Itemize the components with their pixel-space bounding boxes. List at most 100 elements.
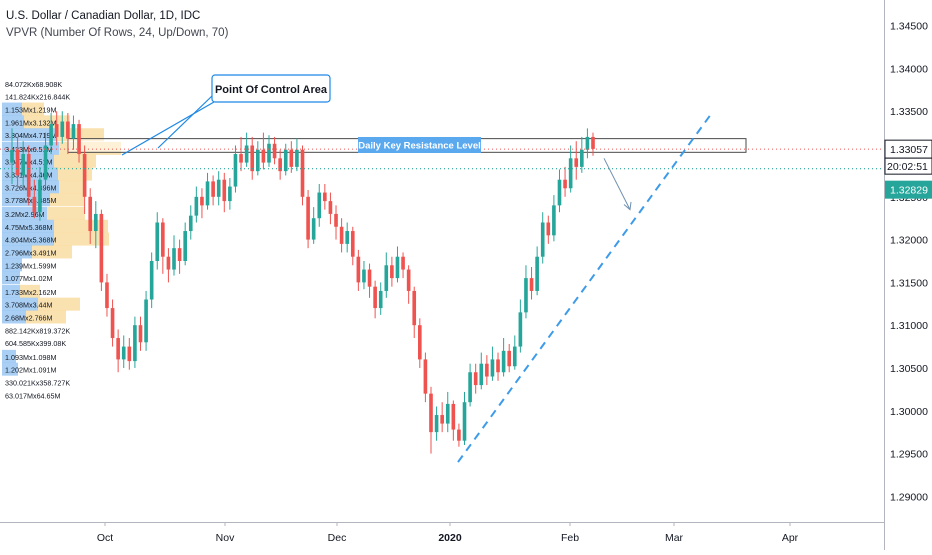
price-tick-label: 1.33500 <box>890 106 928 118</box>
candle-body <box>10 149 14 163</box>
candle-body <box>373 286 377 309</box>
candle-body <box>205 181 210 206</box>
candle-body <box>233 154 238 187</box>
vp-up-bar <box>2 284 20 298</box>
time-axis: Oct Nov Dec 2020 Feb Mar Apr <box>0 522 884 544</box>
candle-body <box>585 136 590 150</box>
vp-down-bar <box>32 245 72 259</box>
candle-body <box>183 231 187 261</box>
price-tick-label: 1.32000 <box>890 235 928 247</box>
vp-down-bar <box>38 297 80 311</box>
candle-body <box>384 265 389 291</box>
price-axis-bg <box>884 0 932 550</box>
candle-body <box>82 154 87 197</box>
candle-body <box>149 261 154 300</box>
candle-body <box>356 256 361 283</box>
vp-down-bar <box>58 167 92 181</box>
candle-body <box>21 154 25 176</box>
price-tick-label: 1.30000 <box>890 406 928 418</box>
candle-body <box>32 196 37 213</box>
candle-body <box>88 196 93 232</box>
vp-row-label: 84.072Kx68.908K <box>5 80 62 89</box>
candle-body <box>496 359 500 373</box>
candle-body <box>473 372 478 386</box>
candle-body <box>378 290 383 309</box>
vp-up-bar <box>2 115 24 129</box>
vp-up-bar <box>2 219 54 233</box>
candle-body <box>306 196 310 240</box>
candle-body <box>406 269 411 291</box>
candle-body <box>418 325 422 360</box>
candle-body <box>490 359 495 377</box>
indicator-title: VPVR (Number Of Rows, 24, Up/Down, 70) <box>6 27 229 39</box>
candle-body <box>194 196 199 216</box>
green-price-badge <box>885 180 932 199</box>
current-price-label: 1.33057 <box>890 144 928 156</box>
candle-body <box>71 124 76 139</box>
vp-down-bar <box>54 232 109 246</box>
vp-up-bar <box>2 258 22 272</box>
candle-body <box>507 350 512 367</box>
vp-up-bar <box>2 232 54 246</box>
candle-body <box>161 222 165 257</box>
candle-body <box>390 265 394 279</box>
vp-up-bar <box>2 297 38 311</box>
candle-body <box>485 363 489 377</box>
green-price-label: 1.32829 <box>890 185 928 197</box>
poc-pointer-line <box>121 101 215 156</box>
vp-up-bar <box>2 362 18 376</box>
candle-body <box>239 154 243 163</box>
candle-body <box>93 213 98 232</box>
vp-up-bar <box>2 128 57 142</box>
vp-row-label: 882.142Kx819.372K <box>5 326 70 335</box>
candle-body <box>116 338 120 360</box>
candle-body <box>440 415 444 424</box>
candle-body <box>60 121 65 137</box>
vp-row-label: 1.093Mx1.098M <box>5 353 57 362</box>
poc-pointer-line <box>157 95 213 149</box>
vp-down-bar <box>54 154 96 168</box>
candle-body <box>395 256 400 279</box>
vp-row-label: 3.778Mx3.385M <box>5 196 57 205</box>
vp-row-label: 3.708Mx3.44M <box>5 301 53 310</box>
vp-row-label: 63.017Mx64.65M <box>5 391 61 400</box>
candle-body <box>121 346 126 360</box>
candle-body <box>580 149 584 167</box>
candle-body <box>283 149 288 172</box>
candle-body <box>334 213 338 227</box>
poc-callout-label: Point Of Control Area <box>215 84 328 96</box>
vp-up-bar <box>2 193 50 207</box>
candle-body <box>222 179 227 202</box>
vp-up-bar <box>2 310 26 324</box>
annotations: Point Of Control Area Daily Key Resistanc… <box>121 74 481 156</box>
time-tick-label: Mar <box>665 532 684 544</box>
candle-body <box>546 222 551 236</box>
candle-body <box>323 192 327 202</box>
time-tick-label: Nov <box>216 532 235 544</box>
vp-row-label: 3.2Mx2.96M <box>5 210 45 219</box>
candle-body <box>529 278 534 291</box>
candle-body <box>200 196 204 206</box>
time-tick-label: 2020 <box>438 532 462 544</box>
price-tick-label: 1.31500 <box>890 277 928 289</box>
candle-body <box>401 256 405 270</box>
candle-body <box>177 248 182 261</box>
vp-down-bar <box>59 180 86 194</box>
price-tick-label: 1.34000 <box>890 63 928 75</box>
candle-body <box>77 124 81 155</box>
poc-callout-box <box>211 74 331 103</box>
candle-body <box>278 158 282 172</box>
candle-body <box>540 222 545 257</box>
candle-body <box>66 121 70 139</box>
vp-row-label: 604.585Kx399.08K <box>5 339 66 348</box>
candle-body <box>501 350 506 373</box>
candle-body <box>255 149 260 172</box>
candle-body <box>155 222 160 261</box>
candle-body <box>127 346 132 362</box>
candle-body <box>328 201 333 214</box>
candle-body <box>479 363 484 386</box>
countdown-badge <box>884 157 932 175</box>
resistance-label-bg <box>358 137 481 153</box>
